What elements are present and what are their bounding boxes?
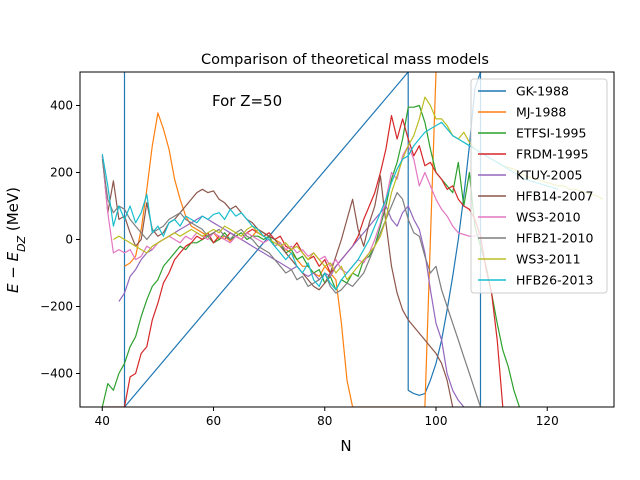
series-line-0	[123, 72, 482, 407]
legend-label-2: ETFSI-1995	[516, 126, 586, 141]
y-tick-label: 0	[65, 233, 73, 247]
legend-label-6: WS3-2010	[516, 210, 581, 225]
legend-label-4: KTUY-2005	[516, 168, 583, 183]
x-tick-label: 80	[317, 414, 332, 428]
legend-label-9: HFB26-2013	[516, 273, 593, 288]
legend-label-0: GK-1988	[516, 84, 569, 99]
legend-label-1: MJ-1988	[516, 105, 566, 120]
x-tick-label: 100	[425, 414, 448, 428]
legend-label-5: HFB14-2007	[516, 189, 593, 204]
x-tick-label: 120	[536, 414, 559, 428]
y-tick-label: −200	[40, 300, 73, 314]
chart-title: Comparison of theoretical mass models	[201, 52, 489, 68]
series-line-1	[124, 72, 437, 407]
y-axis-label: E − EDZ (MeV)	[4, 187, 28, 293]
y-tick-label: −400	[40, 367, 73, 381]
annotation-text: For Z=50	[212, 92, 282, 110]
y-axis: −400 −200 0 200 400	[40, 99, 80, 381]
x-tick-label: 60	[206, 414, 221, 428]
legend: GK-1988 MJ-1988 ETFSI-1995 FRDM-1995 KTUY-20…	[470, 78, 608, 294]
series-line-4	[118, 205, 465, 407]
x-axis: 40 60 80 100 120	[95, 407, 559, 428]
x-axis-label: N	[340, 437, 351, 455]
y-tick-label: 400	[50, 99, 73, 113]
legend-label-3: FRDM-1995	[516, 147, 589, 162]
series-line-5	[101, 155, 454, 407]
legend-label-7: HFB21-2010	[516, 231, 593, 246]
series-line-7	[101, 159, 482, 407]
series-line-3	[102, 114, 504, 407]
x-tick-label: 40	[95, 414, 110, 428]
y-tick-label: 200	[50, 166, 73, 180]
legend-label-8: WS3-2011	[516, 252, 581, 267]
